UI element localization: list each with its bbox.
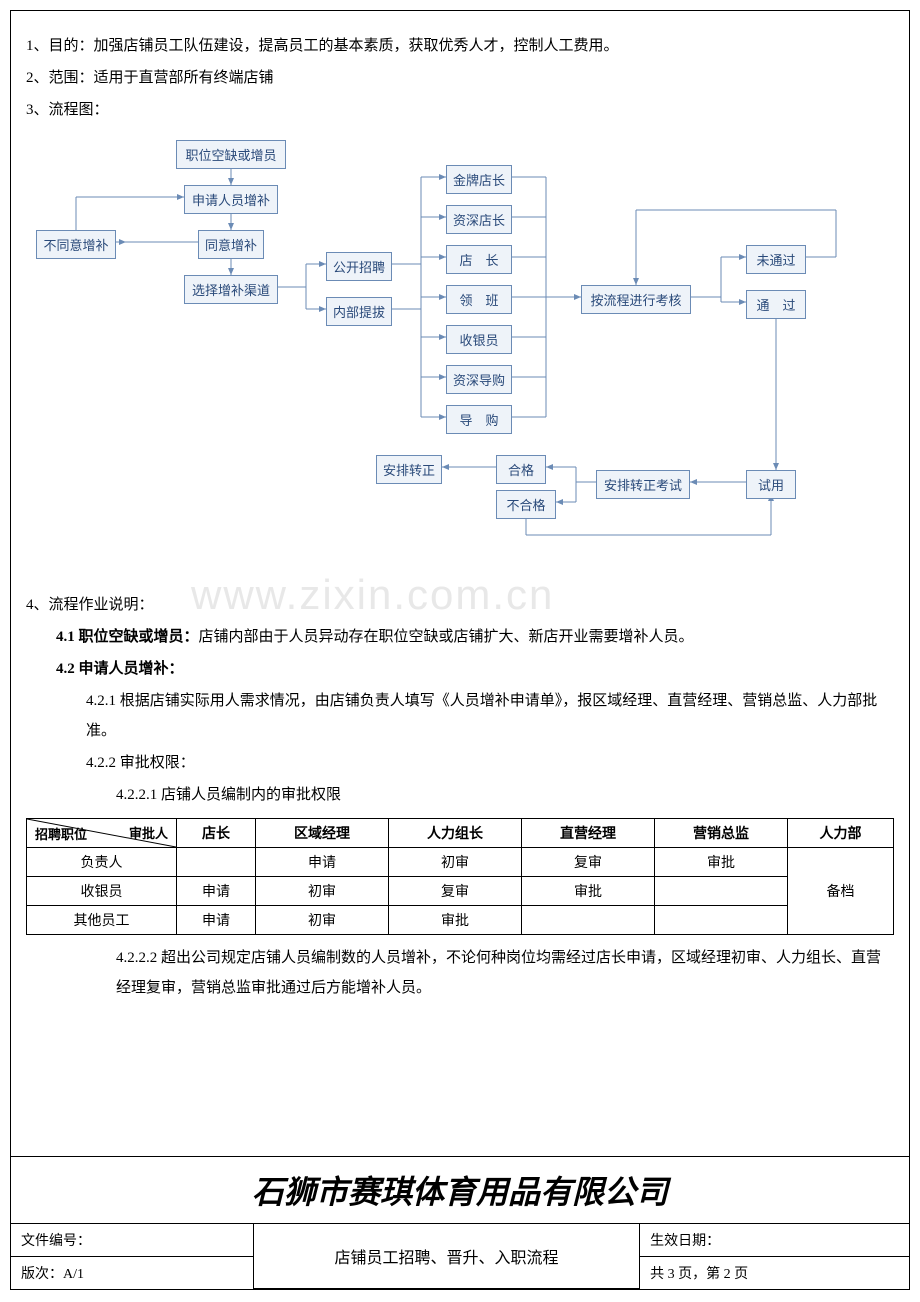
cell: 初审 xyxy=(256,906,389,935)
diag-bot: 招聘职位 xyxy=(35,824,87,843)
node-unqualified: 不合格 xyxy=(496,490,556,519)
col-2: 人力组长 xyxy=(389,819,522,848)
node-vacancy: 职位空缺或增员 xyxy=(176,140,286,169)
cell xyxy=(177,848,256,877)
node-channel: 选择增补渠道 xyxy=(184,275,278,304)
cell xyxy=(654,906,787,935)
node-fail: 未通过 xyxy=(746,245,806,274)
version-label: 版次： xyxy=(21,1267,63,1282)
section-4222: 4.2.2.2 超出公司规定店铺人员编制数的人员增补，不论何种岗位均需经过店长申… xyxy=(26,943,894,1003)
cell: 复审 xyxy=(521,848,654,877)
s41-text: 店铺内部由于人员异动存在职位空缺或店铺扩大、新店开业需要增补人员。 xyxy=(199,629,694,645)
diag-top: 审批人 xyxy=(129,823,168,842)
doc-no: 文件编号： xyxy=(11,1224,253,1257)
cell: 审批 xyxy=(389,906,522,935)
cell: 申请 xyxy=(177,906,256,935)
section-41: 4.1 职位空缺或增员：店铺内部由于人员异动存在职位空缺或店铺扩大、新店开业需要… xyxy=(26,622,894,652)
node-qualified: 合格 xyxy=(496,455,546,484)
table-row: 其他员工 申请 初审 审批 xyxy=(27,906,894,935)
s2-text: 适用于直营部所有终端店铺 xyxy=(94,70,274,86)
node-role-gold: 金牌店长 xyxy=(446,165,512,194)
section-421: 4.2.1 根据店铺实际用人需求情况，由店铺负责人填写《人员增补申请单》，报区域… xyxy=(26,686,894,746)
s1-label: 1、目的： xyxy=(26,38,94,54)
s2-label: 2、范围： xyxy=(26,70,94,86)
node-pass: 通 过 xyxy=(746,290,806,319)
node-role-mgr: 店 长 xyxy=(446,245,512,274)
section-42-label: 4.2 申请人员增补： xyxy=(26,654,894,684)
cell: 审批 xyxy=(521,877,654,906)
row1-label: 收银员 xyxy=(27,877,177,906)
col-0: 店长 xyxy=(177,819,256,848)
col-1: 区域经理 xyxy=(256,819,389,848)
cell: 申请 xyxy=(177,877,256,906)
cell xyxy=(654,877,787,906)
section-flowchart-label: 3、流程图： xyxy=(26,95,894,125)
archive-cell: 备档 xyxy=(787,848,893,935)
section-4-label: 4、流程作业说明： xyxy=(26,590,894,620)
page-info: 共 3 页，第 2 页 xyxy=(640,1256,909,1289)
node-disagree: 不同意增补 xyxy=(36,230,116,259)
footer-box: 石狮市赛琪体育用品有限公司 文件编号： 店铺员工招聘、晋升、入职流程 生效日期：… xyxy=(11,1156,909,1290)
col-4: 营销总监 xyxy=(654,819,787,848)
cell xyxy=(521,906,654,935)
cell: 初审 xyxy=(256,877,389,906)
node-trial: 试用 xyxy=(746,470,796,499)
version-value: A/1 xyxy=(63,1267,84,1282)
node-role-cashier: 收银员 xyxy=(446,325,512,354)
cell: 审批 xyxy=(654,848,787,877)
cell: 初审 xyxy=(389,848,522,877)
section-422-label: 4.2.2 审批权限： xyxy=(26,748,894,778)
doc-title: 店铺员工招聘、晋升、入职流程 xyxy=(253,1224,639,1289)
footer-table: 文件编号： 店铺员工招聘、晋升、入职流程 生效日期： 版次：A/1 共 3 页，… xyxy=(11,1224,909,1290)
table-row: 负责人 申请 初审 复审 审批 备档 xyxy=(27,848,894,877)
section-purpose: 1、目的：加强店铺员工队伍建设，提高员工的基本素质，获取优秀人才，控制人工费用。 xyxy=(26,31,894,61)
node-role-senior-guide: 资深导购 xyxy=(446,365,512,394)
node-agree: 同意增补 xyxy=(198,230,264,259)
section-4221-label: 4.2.2.1 店铺人员编制内的审批权限 xyxy=(26,780,894,810)
node-arrange-regular: 安排转正 xyxy=(376,455,442,484)
node-public-recruit: 公开招聘 xyxy=(326,252,392,281)
company-name: 石狮市赛琪体育用品有限公司 xyxy=(11,1157,909,1224)
row2-label: 其他员工 xyxy=(27,906,177,935)
table-row: 收银员 申请 初审 复审 审批 xyxy=(27,877,894,906)
s41-label: 4.1 职位空缺或增员： xyxy=(56,629,199,645)
col-3: 直营经理 xyxy=(521,819,654,848)
node-assess: 按流程进行考核 xyxy=(581,285,691,314)
diag-header: 审批人 招聘职位 xyxy=(27,819,177,848)
node-internal-promote: 内部提拔 xyxy=(326,297,392,326)
node-role-lead: 领 班 xyxy=(446,285,512,314)
flowchart: 职位空缺或增员 申请人员增补 同意增补 不同意增补 选择增补渠道 公开招聘 内部… xyxy=(26,130,886,580)
version-cell: 版次：A/1 xyxy=(11,1256,253,1289)
node-regular-exam: 安排转正考试 xyxy=(596,470,690,499)
s1-text: 加强店铺员工队伍建设，提高员工的基本素质，获取优秀人才，控制人工费用。 xyxy=(94,38,619,54)
cell: 申请 xyxy=(256,848,389,877)
section-scope: 2、范围：适用于直营部所有终端店铺 xyxy=(26,63,894,93)
approval-table: 审批人 招聘职位 店长 区域经理 人力组长 直营经理 营销总监 人力部 负责人 … xyxy=(26,818,894,935)
node-role-senior-mgr: 资深店长 xyxy=(446,205,512,234)
cell: 复审 xyxy=(389,877,522,906)
col-5: 人力部 xyxy=(787,819,893,848)
node-role-guide: 导 购 xyxy=(446,405,512,434)
effective-date: 生效日期： xyxy=(640,1224,909,1257)
row0-label: 负责人 xyxy=(27,848,177,877)
node-apply: 申请人员增补 xyxy=(184,185,278,214)
